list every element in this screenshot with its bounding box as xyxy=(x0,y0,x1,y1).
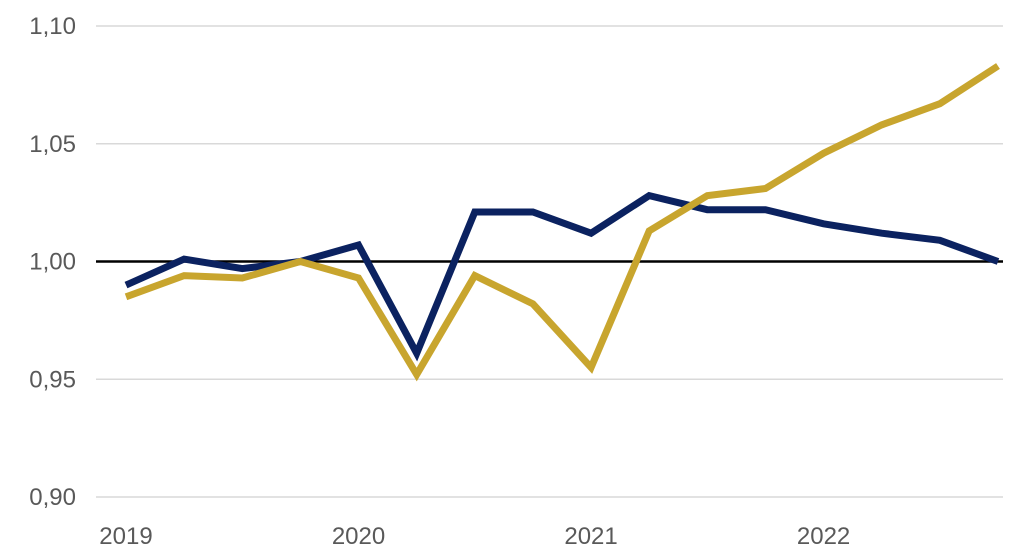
series-line-1 xyxy=(124,191,1000,362)
y-tick-label: 1,10 xyxy=(29,13,76,40)
y-tick-label: 0,95 xyxy=(29,366,76,393)
series-lines xyxy=(124,63,1000,382)
x-tick-label: 2019 xyxy=(99,523,152,548)
y-tick-label: 1,00 xyxy=(29,249,76,276)
x-tick-label: 2021 xyxy=(564,523,617,548)
y-tick-label: 1,05 xyxy=(29,131,76,158)
x-tick-label: 2022 xyxy=(797,523,850,548)
x-axis-tick-labels: 2019 2020 2021 2022 xyxy=(99,523,850,548)
y-axis-tick-labels: 0,90 0,95 1,00 1,05 1,10 xyxy=(29,13,76,511)
series-line-2 xyxy=(124,63,1000,382)
x-tick-label: 2020 xyxy=(332,523,385,548)
y-tick-label: 0,90 xyxy=(29,484,76,511)
